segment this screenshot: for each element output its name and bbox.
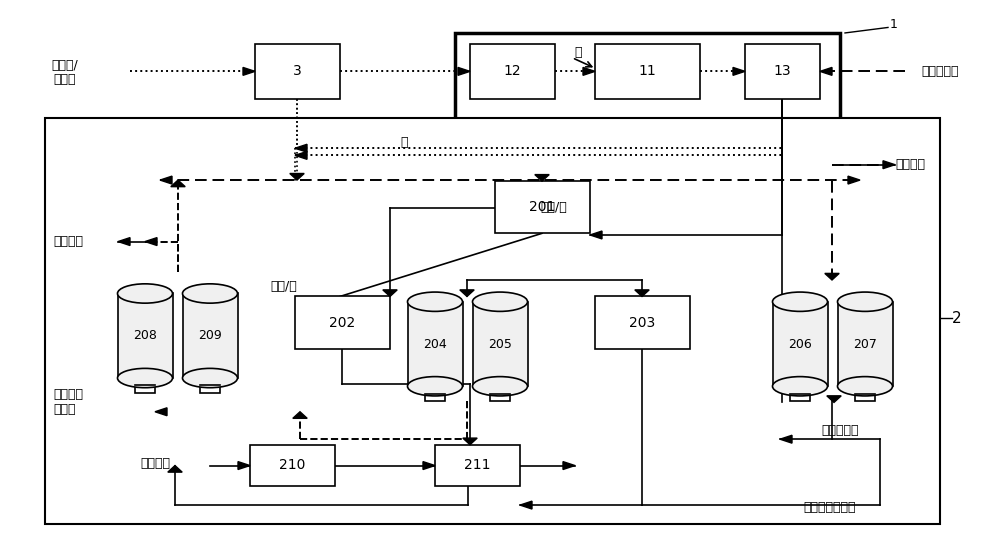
Ellipse shape xyxy=(118,368,173,388)
Bar xyxy=(773,302,828,386)
Polygon shape xyxy=(635,290,649,296)
Text: 氢气/水: 氢气/水 xyxy=(540,201,567,214)
Polygon shape xyxy=(583,68,595,75)
Ellipse shape xyxy=(408,377,462,396)
Polygon shape xyxy=(295,144,307,152)
Ellipse shape xyxy=(408,292,462,311)
Text: 2: 2 xyxy=(952,311,962,326)
Bar xyxy=(182,294,238,378)
Polygon shape xyxy=(883,161,895,169)
Bar xyxy=(790,386,810,401)
Polygon shape xyxy=(295,152,307,159)
Ellipse shape xyxy=(772,292,828,311)
Polygon shape xyxy=(145,238,157,245)
Bar xyxy=(135,378,155,393)
Polygon shape xyxy=(535,175,549,181)
Text: 209: 209 xyxy=(198,329,222,342)
Polygon shape xyxy=(780,435,792,443)
Text: 204: 204 xyxy=(423,338,447,350)
Text: 211: 211 xyxy=(464,458,491,472)
Text: 吹扫再生气排气: 吹扫再生气排气 xyxy=(804,501,856,514)
Text: 11: 11 xyxy=(639,64,656,79)
Bar xyxy=(425,386,445,401)
Text: 氧气/水: 氧气/水 xyxy=(270,280,297,293)
Text: 206: 206 xyxy=(788,338,812,350)
Polygon shape xyxy=(733,68,745,75)
Polygon shape xyxy=(460,290,474,296)
Polygon shape xyxy=(171,180,185,187)
Polygon shape xyxy=(238,462,250,469)
FancyBboxPatch shape xyxy=(295,296,390,349)
Ellipse shape xyxy=(473,292,528,311)
Text: 1: 1 xyxy=(890,18,898,31)
Bar xyxy=(118,294,173,378)
Text: 207: 207 xyxy=(853,338,877,350)
Polygon shape xyxy=(827,396,841,402)
FancyBboxPatch shape xyxy=(250,445,335,486)
Text: 208: 208 xyxy=(133,329,157,342)
Bar xyxy=(408,302,462,386)
Polygon shape xyxy=(825,273,839,280)
Text: 吹扫再生气: 吹扫再生气 xyxy=(921,65,959,78)
Text: 201: 201 xyxy=(529,200,556,214)
Text: 热: 热 xyxy=(574,46,582,59)
Polygon shape xyxy=(520,501,532,509)
Text: 3: 3 xyxy=(293,64,302,79)
FancyBboxPatch shape xyxy=(595,44,700,99)
Polygon shape xyxy=(155,408,167,416)
Polygon shape xyxy=(423,462,435,469)
Text: 吹扫再生气: 吹扫再生气 xyxy=(821,424,859,438)
Text: 210: 210 xyxy=(279,458,306,472)
Polygon shape xyxy=(168,466,182,472)
Polygon shape xyxy=(458,68,470,75)
Polygon shape xyxy=(848,176,860,184)
Polygon shape xyxy=(293,412,307,418)
Text: 12: 12 xyxy=(504,64,521,79)
Polygon shape xyxy=(290,173,304,180)
Text: 电: 电 xyxy=(400,136,408,149)
Ellipse shape xyxy=(838,292,893,311)
Ellipse shape xyxy=(182,368,238,388)
Polygon shape xyxy=(463,438,477,445)
Text: 203: 203 xyxy=(629,316,656,329)
FancyBboxPatch shape xyxy=(745,44,820,99)
Ellipse shape xyxy=(772,377,828,396)
Bar xyxy=(838,302,893,386)
Text: 电解用水: 电解用水 xyxy=(140,457,170,470)
Polygon shape xyxy=(118,238,130,245)
Text: 氧气产品: 氧气产品 xyxy=(53,235,83,248)
Polygon shape xyxy=(383,290,397,296)
FancyBboxPatch shape xyxy=(595,296,690,349)
Text: 13: 13 xyxy=(774,64,791,79)
Text: 新能源/: 新能源/ xyxy=(52,59,78,72)
Polygon shape xyxy=(160,176,172,184)
FancyBboxPatch shape xyxy=(495,181,590,233)
Text: 吹扫再生
气排气: 吹扫再生 气排气 xyxy=(53,388,83,416)
Polygon shape xyxy=(590,231,602,239)
Ellipse shape xyxy=(118,284,173,303)
Polygon shape xyxy=(820,68,832,75)
Ellipse shape xyxy=(473,377,528,396)
Bar xyxy=(490,386,510,401)
FancyBboxPatch shape xyxy=(470,44,555,99)
Bar xyxy=(855,386,875,401)
Ellipse shape xyxy=(838,377,893,396)
FancyBboxPatch shape xyxy=(455,33,840,124)
FancyBboxPatch shape xyxy=(255,44,340,99)
FancyBboxPatch shape xyxy=(435,445,520,486)
Polygon shape xyxy=(563,462,575,469)
FancyBboxPatch shape xyxy=(45,118,940,524)
Text: 氢气产品: 氢气产品 xyxy=(895,158,925,171)
Ellipse shape xyxy=(182,284,238,303)
Polygon shape xyxy=(243,68,255,75)
Bar xyxy=(200,378,220,393)
Text: 202: 202 xyxy=(329,316,356,329)
Bar xyxy=(473,302,528,386)
Text: 低谷电: 低谷电 xyxy=(54,73,76,86)
Text: 205: 205 xyxy=(488,338,512,350)
